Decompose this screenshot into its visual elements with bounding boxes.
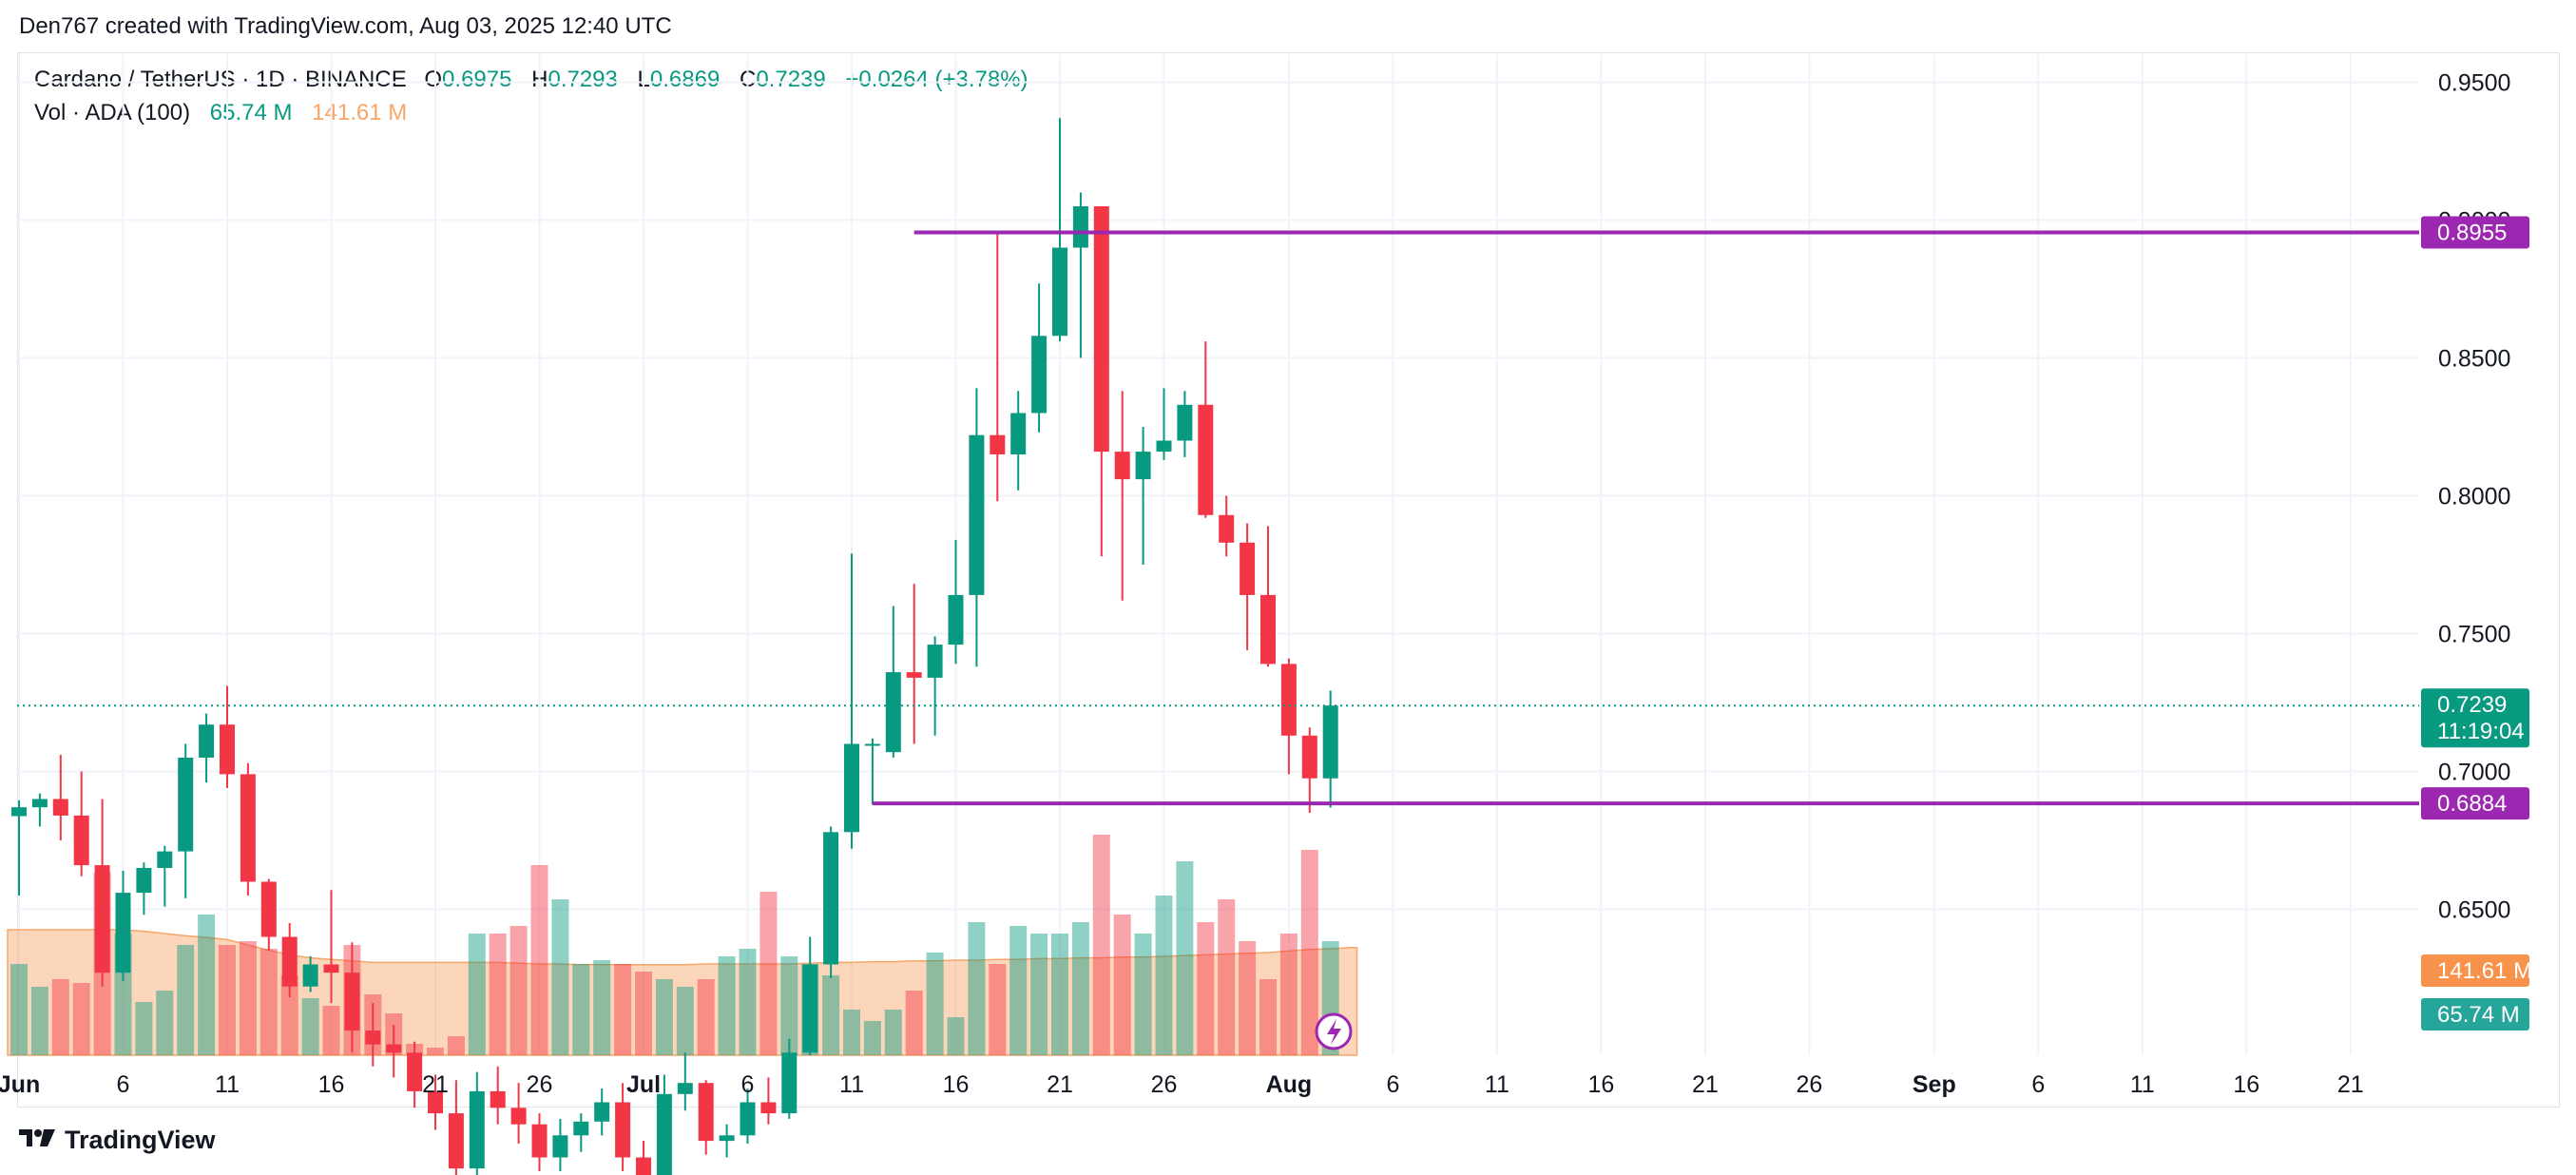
candle bbox=[719, 1124, 735, 1158]
candle-body bbox=[531, 1124, 548, 1158]
volume-value: 65.74 M bbox=[209, 100, 293, 125]
candle bbox=[552, 1118, 568, 1171]
tradingview-brand: TradingView bbox=[65, 1126, 216, 1154]
candle bbox=[636, 1141, 651, 1175]
candle-body bbox=[448, 1113, 464, 1169]
candle-body bbox=[719, 1135, 735, 1142]
low-value: 0.6869 bbox=[649, 67, 721, 92]
symbol-title[interactable]: Cardano / TetherUS · 1D · BINANCE bbox=[34, 67, 407, 92]
tradingview-logo[interactable]: TradingView bbox=[19, 1126, 216, 1155]
volume-ma-value: 141.61 M bbox=[312, 100, 408, 125]
candle-body bbox=[573, 1121, 589, 1136]
close-value: 0.7239 bbox=[756, 67, 826, 92]
high-label: H bbox=[531, 67, 548, 92]
volume-title[interactable]: Vol · ADA (100) bbox=[34, 100, 191, 125]
candle-body bbox=[552, 1135, 568, 1158]
attribution-text: Den767 created with TradingView.com, Aug… bbox=[19, 13, 672, 39]
tradingview-logo-icon bbox=[19, 1126, 57, 1155]
open-value: 0.6975 bbox=[442, 67, 512, 92]
candle-body bbox=[510, 1108, 527, 1125]
open-label: O bbox=[424, 67, 443, 92]
candle bbox=[531, 1113, 548, 1171]
chart-frame bbox=[17, 52, 2560, 1108]
close-label: C bbox=[739, 67, 757, 92]
volume-legend[interactable]: Vol · ADA (100) 65.74 M 141.61 M bbox=[34, 100, 407, 126]
candle bbox=[573, 1113, 589, 1152]
change-value: +0.0264 (+3.78%) bbox=[845, 67, 1028, 92]
high-value: 0.7293 bbox=[548, 67, 618, 92]
symbol-legend[interactable]: Cardano / TetherUS · 1D · BINANCE O0.697… bbox=[34, 67, 1028, 93]
candle-body bbox=[636, 1157, 651, 1175]
candle-body bbox=[615, 1102, 631, 1158]
low-label: L bbox=[637, 67, 650, 92]
